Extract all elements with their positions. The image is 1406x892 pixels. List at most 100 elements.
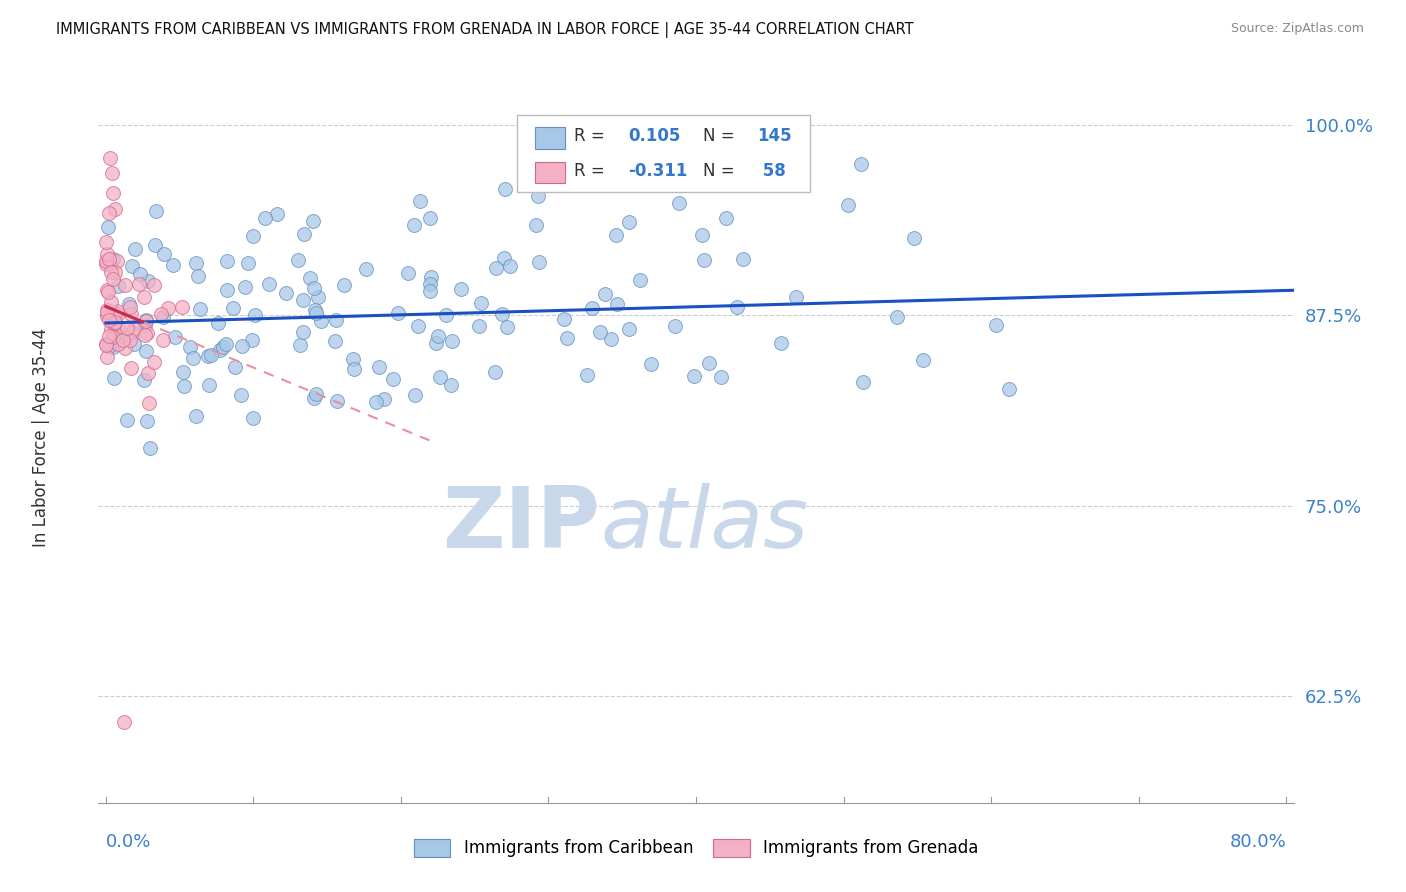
Point (114, 278, 136, 293)
Point (200, 348, 222, 362)
Point (240, 333, 263, 347)
Point (640, 357, 662, 371)
Point (429, 370, 451, 384)
Point (470, 296, 492, 310)
Point (107, 320, 129, 334)
Point (215, 284, 238, 298)
Point (231, 339, 253, 353)
Point (222, 301, 245, 315)
Point (309, 314, 332, 328)
Text: 0.105: 0.105 (628, 128, 681, 145)
Point (242, 411, 264, 425)
Point (100, 322, 122, 336)
Point (668, 195, 690, 210)
Point (94, 254, 117, 268)
Text: -0.311: -0.311 (628, 162, 688, 180)
Point (120, 333, 142, 347)
Point (215, 336, 238, 351)
Point (96, 257, 118, 271)
Point (136, 326, 159, 340)
Point (100, 166, 122, 180)
Point (326, 393, 349, 408)
Point (302, 214, 325, 228)
Point (785, 290, 807, 304)
Text: R =: R = (574, 162, 610, 180)
Point (257, 277, 280, 292)
Point (143, 278, 166, 293)
FancyBboxPatch shape (517, 115, 810, 192)
Point (984, 318, 1007, 332)
Point (114, 341, 136, 355)
FancyBboxPatch shape (534, 127, 565, 149)
Point (690, 228, 713, 243)
Point (325, 313, 347, 327)
Point (903, 231, 925, 245)
Point (103, 370, 125, 384)
Legend: Immigrants from Caribbean, Immigrants from Grenada: Immigrants from Caribbean, Immigrants fr… (406, 832, 986, 864)
Point (837, 198, 859, 212)
Point (243, 308, 266, 322)
Point (101, 330, 124, 344)
Point (343, 362, 366, 376)
Point (96, 338, 118, 352)
Point (134, 290, 156, 304)
Point (120, 361, 142, 376)
Point (122, 322, 145, 336)
Point (101, 272, 124, 286)
Point (450, 282, 472, 296)
Point (107, 336, 129, 351)
Point (589, 325, 612, 339)
Point (851, 157, 873, 171)
Point (323, 334, 346, 348)
Point (112, 714, 135, 729)
Point (439, 378, 461, 392)
Point (373, 392, 395, 406)
Point (402, 218, 425, 232)
Point (553, 312, 575, 326)
Point (441, 334, 464, 349)
Point (139, 442, 162, 456)
Point (419, 269, 441, 284)
Point (101, 186, 124, 201)
Point (266, 207, 288, 221)
Point (886, 310, 908, 325)
Point (184, 409, 207, 424)
Point (122, 336, 145, 351)
Point (135, 344, 157, 359)
Point (628, 273, 651, 287)
Point (128, 267, 150, 281)
Point (617, 321, 640, 335)
Point (101, 340, 124, 354)
Point (527, 189, 550, 203)
Point (492, 251, 515, 265)
Point (96, 305, 118, 319)
Point (368, 359, 391, 374)
Point (96, 246, 118, 260)
Point (97, 313, 120, 327)
Point (135, 312, 157, 326)
Point (494, 182, 516, 196)
Point (98, 151, 121, 165)
Point (305, 306, 328, 320)
Point (555, 331, 578, 345)
Point (304, 281, 326, 295)
Point (107, 306, 129, 320)
Text: In Labor Force | Age 35-44: In Labor Force | Age 35-44 (32, 327, 51, 547)
Point (419, 277, 441, 291)
Point (100, 265, 122, 279)
Point (419, 211, 441, 226)
Point (121, 326, 143, 340)
Point (419, 284, 441, 298)
Point (396, 266, 419, 280)
Point (94, 336, 117, 351)
Text: Source: ZipAtlas.com: Source: ZipAtlas.com (1230, 22, 1364, 36)
Point (731, 252, 754, 266)
Point (716, 211, 738, 226)
Point (292, 293, 315, 308)
Point (484, 366, 506, 380)
Point (524, 218, 547, 232)
Point (287, 253, 309, 268)
Point (112, 333, 135, 347)
Point (304, 303, 326, 318)
Point (769, 336, 792, 351)
